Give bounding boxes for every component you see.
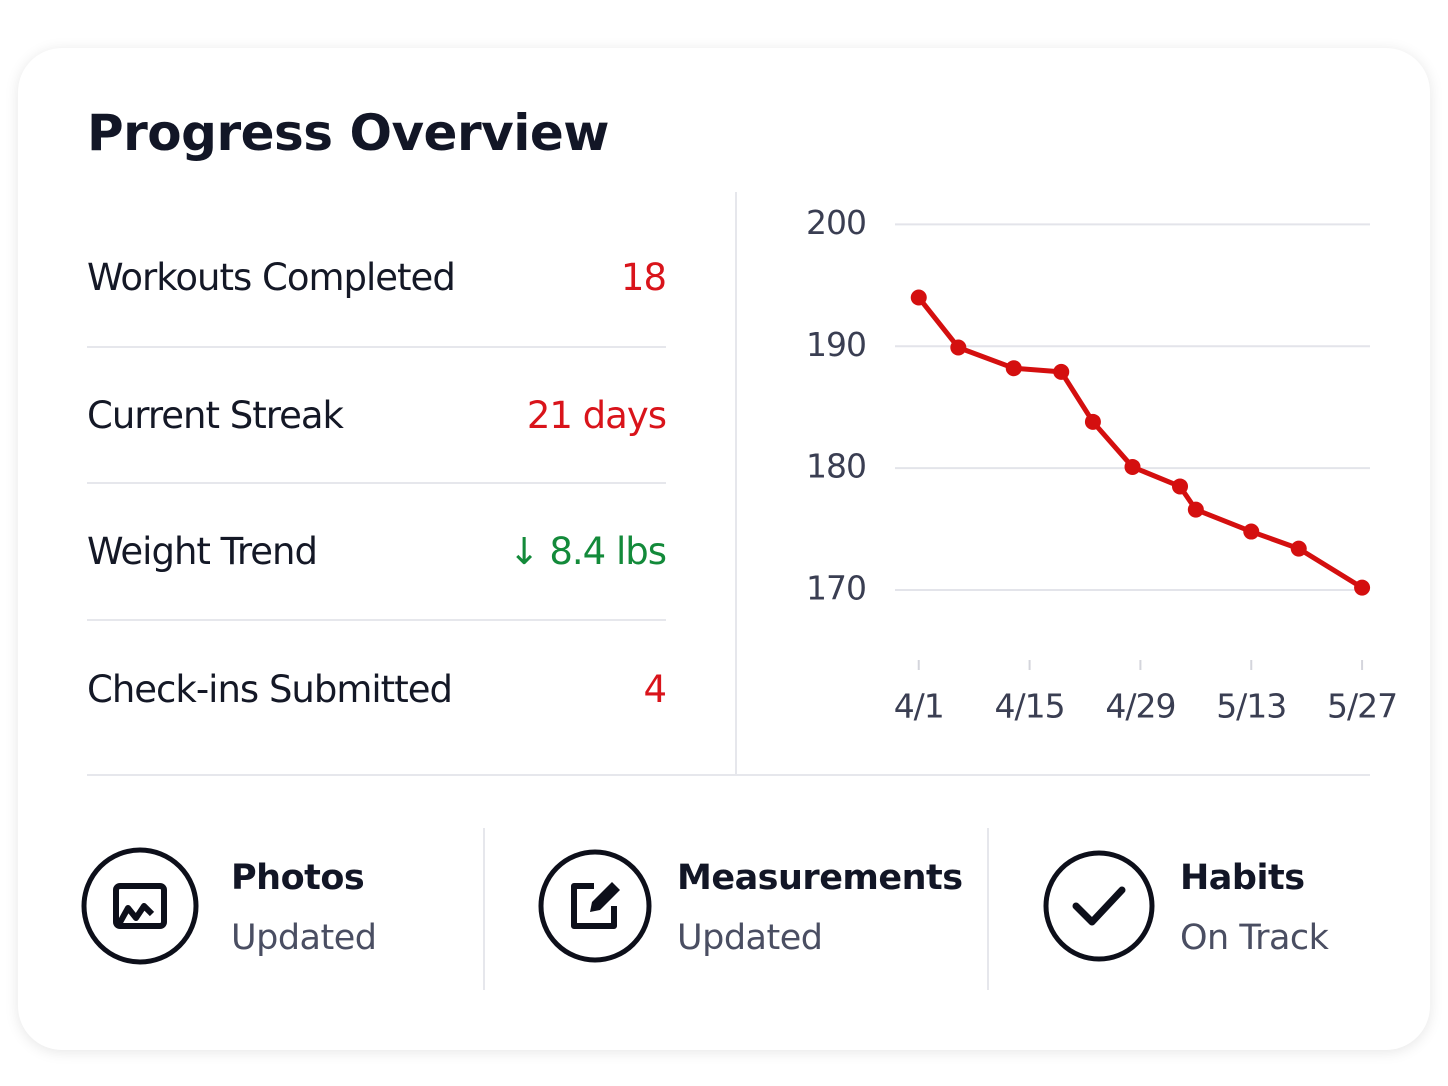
x-tick-label: 5/27 xyxy=(1327,687,1397,726)
item-status: Updated xyxy=(677,918,823,958)
point xyxy=(1053,363,1070,380)
point xyxy=(1172,478,1188,495)
stat-label: Weight Trend xyxy=(87,529,318,573)
stat-label: Current Streak xyxy=(87,393,344,437)
point xyxy=(1084,413,1101,430)
y-tick-label: 200 xyxy=(806,203,866,242)
x-tick-label: 5/13 xyxy=(1216,687,1286,726)
stat-row: Workouts Completed 18 xyxy=(87,247,667,307)
divider xyxy=(987,828,989,990)
stat-row: Weight Trend ↓ 8.4 lbs xyxy=(87,521,667,581)
stat-value: 21 days xyxy=(526,393,667,437)
item-status: On Track xyxy=(1180,918,1329,958)
y-tick-label: 190 xyxy=(806,325,866,364)
divider xyxy=(735,192,737,775)
x-tick-label: 4/1 xyxy=(894,687,944,726)
y-tick-label: 170 xyxy=(806,569,866,608)
item-status: Updated xyxy=(231,918,377,958)
x-tick-label: 4/29 xyxy=(1105,687,1175,726)
point xyxy=(1124,458,1141,475)
card xyxy=(18,48,1430,1050)
separator xyxy=(87,346,666,348)
stat-label: Workouts Completed xyxy=(87,255,456,299)
habits-icon xyxy=(1043,850,1155,962)
item-title: Habits xyxy=(1180,858,1305,898)
point xyxy=(1005,360,1022,377)
stat-row: Current Streak 21 days xyxy=(87,385,667,445)
stat-label: Check-ins Submitted xyxy=(87,667,453,711)
title: Progress Overview xyxy=(87,104,609,162)
point xyxy=(1290,540,1307,557)
measurements-icon xyxy=(538,849,652,963)
stat-value: 4 xyxy=(643,667,667,711)
x-tick-label: 4/15 xyxy=(995,687,1065,726)
point xyxy=(1187,501,1204,518)
point xyxy=(950,339,967,356)
y-tick-label: 180 xyxy=(806,447,866,486)
point xyxy=(910,289,927,306)
item-title: Measurements xyxy=(677,858,963,898)
divider xyxy=(483,828,485,990)
weight-chart: 170 180 190 200 4/1 4/15 4/29 5/13 5/27 xyxy=(806,203,1398,726)
stat-value: ↓ 8.4 lbs xyxy=(508,529,667,573)
separator xyxy=(87,619,666,621)
point xyxy=(1243,523,1260,540)
stat-row: Check-ins Submitted 4 xyxy=(87,659,667,719)
divider xyxy=(87,774,1370,776)
point xyxy=(1354,579,1371,596)
stat-value: 18 xyxy=(620,255,667,299)
photos-icon xyxy=(81,847,199,965)
item-title: Photos xyxy=(231,858,365,898)
separator xyxy=(87,482,666,484)
